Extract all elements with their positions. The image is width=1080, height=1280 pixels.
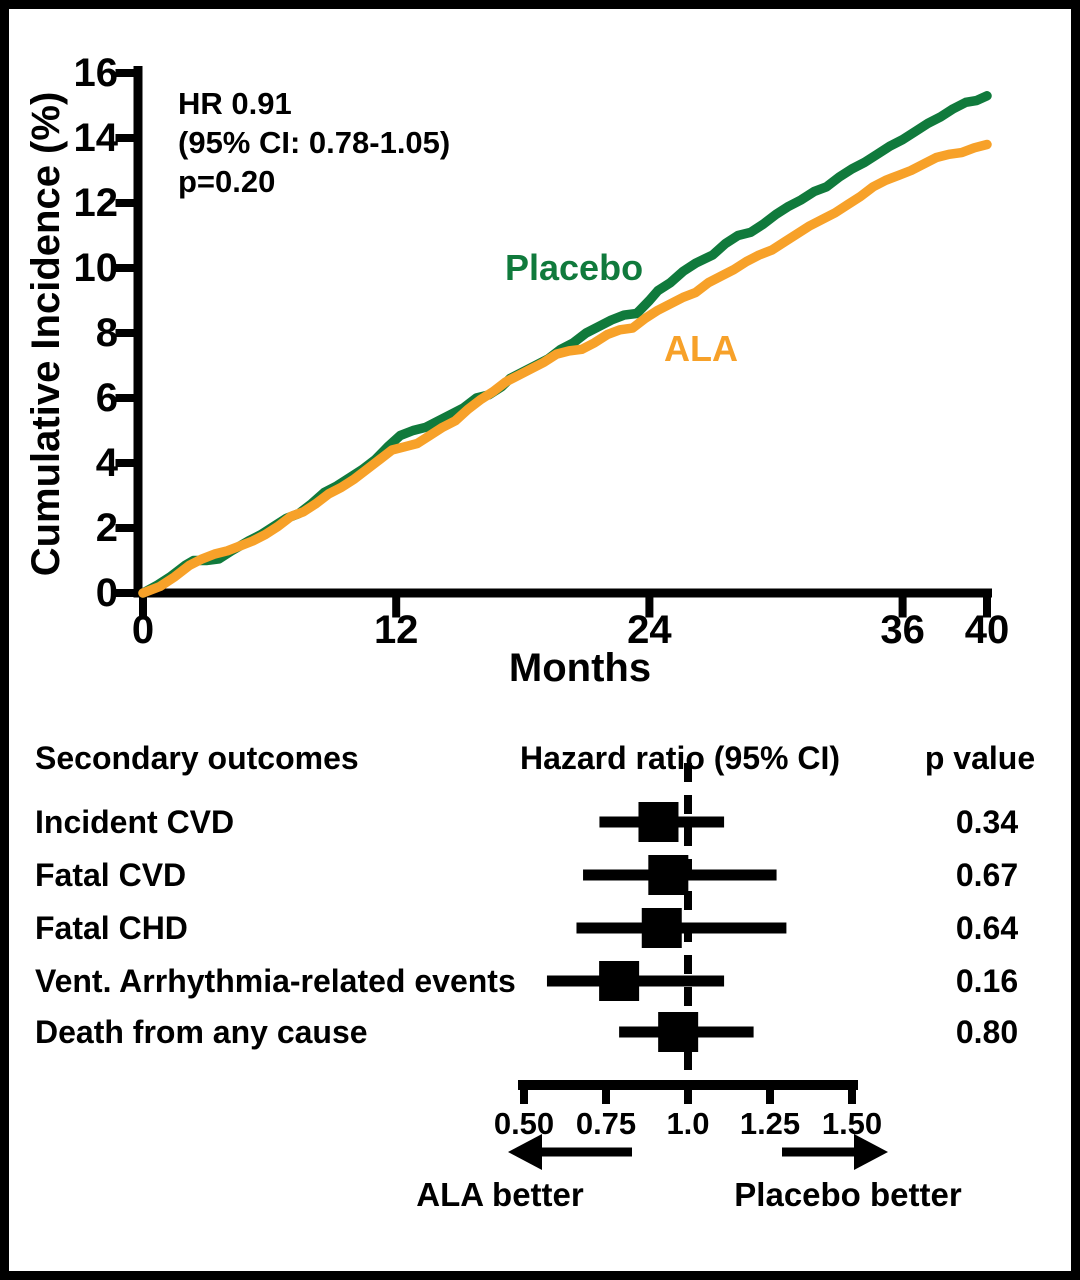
y-tick-label: 14	[73, 116, 119, 160]
y-tick-label: 12	[73, 181, 119, 225]
forest-row-label: Incident CVD	[35, 804, 235, 840]
placebo-curve-label: Placebo	[505, 247, 644, 288]
forest-p-value: 0.64	[955, 910, 1019, 946]
y-tick-label: 16	[73, 51, 119, 95]
forest-axis-tick-label: 0.50	[493, 1106, 555, 1141]
hr-annotation: HR 0.91 (95% CI: 0.78-1.05) p=0.20	[178, 84, 450, 201]
forest-header-p-value: p value	[924, 740, 1036, 776]
ala-curve-label: ALA	[664, 328, 738, 369]
forest-row-label: Vent. Arrhythmia-related events	[35, 963, 516, 999]
forest-p-value: 0.16	[955, 963, 1019, 999]
y-tick-label: 6	[95, 376, 118, 420]
forest-p-value: 0.80	[955, 1014, 1019, 1050]
annotation-line-hr: HR 0.91	[178, 86, 292, 121]
forest-p-value: 0.67	[955, 857, 1019, 893]
forest-header-hazard-ratio: Hazard ratio (95% CI)	[519, 740, 841, 776]
forest-axis-tick-label: 1.0	[666, 1106, 710, 1141]
placebo-better-label: Placebo better	[734, 1176, 962, 1213]
x-tick-label: 36	[880, 608, 925, 652]
forest-p-value: 0.34	[955, 804, 1019, 840]
y-tick-label: 0	[95, 571, 118, 615]
forest-axis-tick-label: 0.75	[575, 1106, 637, 1141]
x-tick-label: 12	[373, 608, 419, 652]
y-tick-label: 4	[95, 441, 118, 485]
annotation-line-p: p=0.20	[178, 164, 276, 199]
ala-better-label: ALA better	[416, 1176, 584, 1213]
forest-plot	[508, 763, 888, 1170]
annotation-line-ci: (95% CI: 0.78-1.05)	[178, 125, 451, 160]
x-tick-label: 0	[131, 608, 155, 652]
x-axis-title: Months	[508, 646, 652, 690]
cumulative-incidence-chart	[115, 66, 992, 618]
forest-row-label: Fatal CHD	[35, 910, 188, 946]
y-tick-label: 10	[73, 246, 119, 290]
forest-axis-tick-label: 1.25	[739, 1106, 801, 1141]
forest-row-label: Fatal CVD	[35, 857, 187, 893]
y-tick-label: 8	[95, 311, 118, 355]
x-tick-label: 24	[627, 608, 672, 652]
y-tick-label: 2	[95, 506, 118, 550]
x-tick-label: 40	[964, 608, 1010, 652]
forest-row-label: Death from any cause	[35, 1014, 368, 1050]
forest-header-outcomes: Secondary outcomes	[35, 740, 359, 776]
forest-axis-tick-label: 1.50	[821, 1106, 883, 1141]
